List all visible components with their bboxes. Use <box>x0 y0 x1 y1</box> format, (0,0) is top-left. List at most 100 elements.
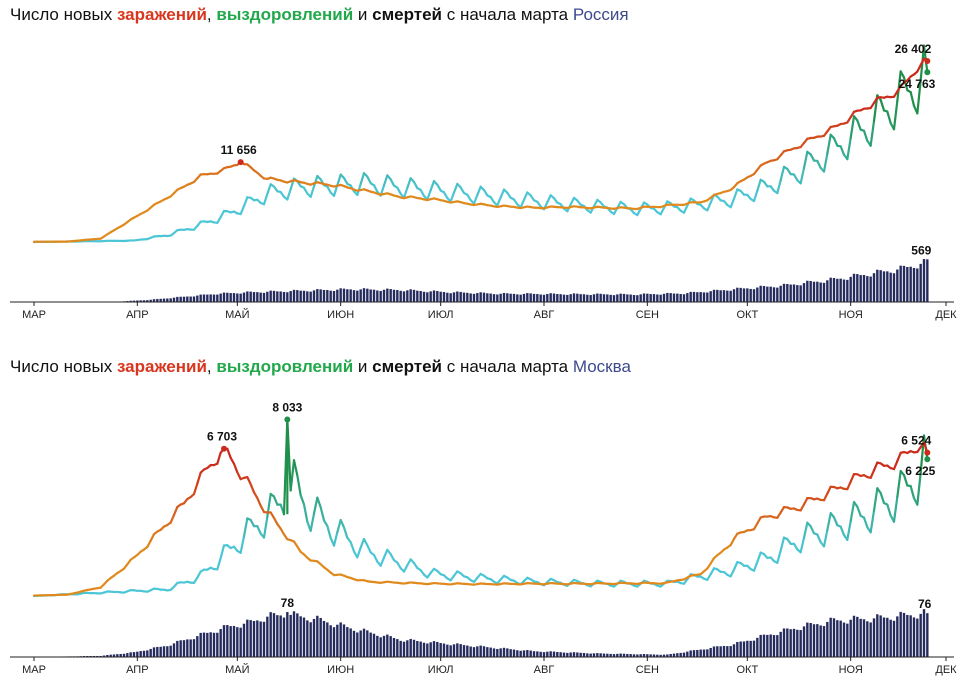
deaths-bar <box>432 290 436 302</box>
recoveries-line-segment <box>849 500 856 523</box>
deaths-bar <box>239 627 242 657</box>
deaths-bar <box>762 634 766 657</box>
deaths-bar <box>922 259 926 302</box>
deaths-bar <box>419 641 422 657</box>
deaths-bar <box>782 283 786 302</box>
deaths-bar <box>546 294 549 302</box>
deaths-bar <box>92 655 96 657</box>
deaths-bar <box>139 300 142 302</box>
deaths-bar <box>909 266 912 302</box>
recoveries-line-segment <box>426 189 432 201</box>
title-region: Россия <box>572 5 629 24</box>
deaths-bar <box>386 288 389 302</box>
recoveries-line-segment <box>296 474 302 497</box>
deaths-bar <box>302 290 306 302</box>
recoveries-line-segment <box>342 526 349 539</box>
deaths-bar <box>799 630 802 657</box>
deaths-bar <box>669 293 672 302</box>
title-text: с начала марта <box>442 357 569 376</box>
deaths-bar <box>162 298 166 302</box>
recoveries-line-segment <box>752 560 759 572</box>
recoveries-line-segment <box>879 98 886 112</box>
deaths-bar <box>816 624 819 657</box>
deaths-bar <box>199 294 202 302</box>
recoveries-line-segment <box>862 129 869 142</box>
deaths-bar <box>222 292 226 302</box>
deaths-bar <box>516 294 519 302</box>
deaths-bar <box>856 274 859 302</box>
x-tick-label: АПР <box>126 664 148 676</box>
infections-line-segment <box>232 462 239 474</box>
infections-line-segment <box>246 476 252 486</box>
deaths-bar <box>642 293 646 302</box>
deaths-bar <box>742 641 746 657</box>
deaths-bar <box>529 293 532 302</box>
deaths-bar <box>632 294 636 302</box>
deaths-bar <box>656 294 659 302</box>
deaths-bar <box>539 651 542 657</box>
deaths-bar <box>669 653 672 657</box>
recoveries-line-segment <box>869 119 876 147</box>
deaths-bar <box>792 628 796 657</box>
deaths-bar <box>796 629 799 657</box>
deaths-bar <box>166 646 169 657</box>
deaths-bar <box>279 615 282 657</box>
deaths-bar <box>726 290 729 302</box>
deaths-bar <box>646 293 649 302</box>
recoveries-line-segment <box>302 186 309 195</box>
deaths-bar <box>912 267 916 302</box>
recoveries-line-segment <box>349 541 356 553</box>
deaths-bar <box>449 645 452 657</box>
deaths-bar <box>362 288 366 302</box>
infections-line-segment <box>919 57 926 67</box>
deaths-bar <box>769 634 772 657</box>
deaths-bar <box>482 292 486 302</box>
deaths-bar <box>216 294 219 302</box>
infections-line-segment <box>249 483 256 494</box>
deaths-bar <box>386 634 389 657</box>
x-tick-label: СЕН <box>636 664 659 676</box>
deaths-bar <box>502 292 506 302</box>
deaths-bar <box>852 273 856 302</box>
deaths-bar <box>529 650 532 657</box>
deaths-bar <box>899 265 902 302</box>
deaths-bar <box>152 299 156 302</box>
deaths-bar <box>656 654 659 657</box>
recoveries-line-segment <box>756 178 762 192</box>
title-infections-word: заражений <box>116 357 207 376</box>
recoveries-line-segment <box>779 165 786 182</box>
deaths-bar <box>262 621 266 657</box>
x-tick-label: НОЯ <box>839 664 863 676</box>
deaths-bar <box>156 646 159 657</box>
deaths-bar <box>672 653 676 657</box>
deaths-bar <box>242 623 246 657</box>
x-tick-label: СЕН <box>636 309 659 321</box>
recoveries-line-segment <box>436 183 442 192</box>
deaths-bar <box>299 616 302 657</box>
infections-line-segment <box>849 473 856 483</box>
deaths-bar <box>686 651 689 657</box>
deaths-bar <box>422 291 426 302</box>
recoveries-line-segment <box>499 188 506 199</box>
deaths-bar <box>596 293 599 302</box>
deaths-bar <box>479 645 482 657</box>
recoveries-line-segment <box>299 494 306 506</box>
deaths-bar <box>319 289 322 302</box>
recoveries-line-segment <box>899 70 906 79</box>
deaths-bar <box>119 653 122 657</box>
x-tick-label: ИЮН <box>327 309 354 321</box>
deaths-bar <box>169 645 172 657</box>
deaths-bar <box>709 647 712 657</box>
deaths-bar <box>696 649 699 657</box>
deaths-bar <box>162 646 166 657</box>
deaths-bar <box>356 290 359 302</box>
x-tick-label: МАР <box>22 309 46 321</box>
recoveries-line-segment <box>862 516 869 529</box>
deaths-bar <box>376 635 379 657</box>
infections-line-segment <box>236 471 242 481</box>
deaths-bar <box>532 651 536 657</box>
recoveries-line-segment <box>359 172 366 186</box>
deaths-bar <box>312 290 316 302</box>
recoveries-line-segment <box>332 531 339 547</box>
title-text: и <box>353 5 373 24</box>
